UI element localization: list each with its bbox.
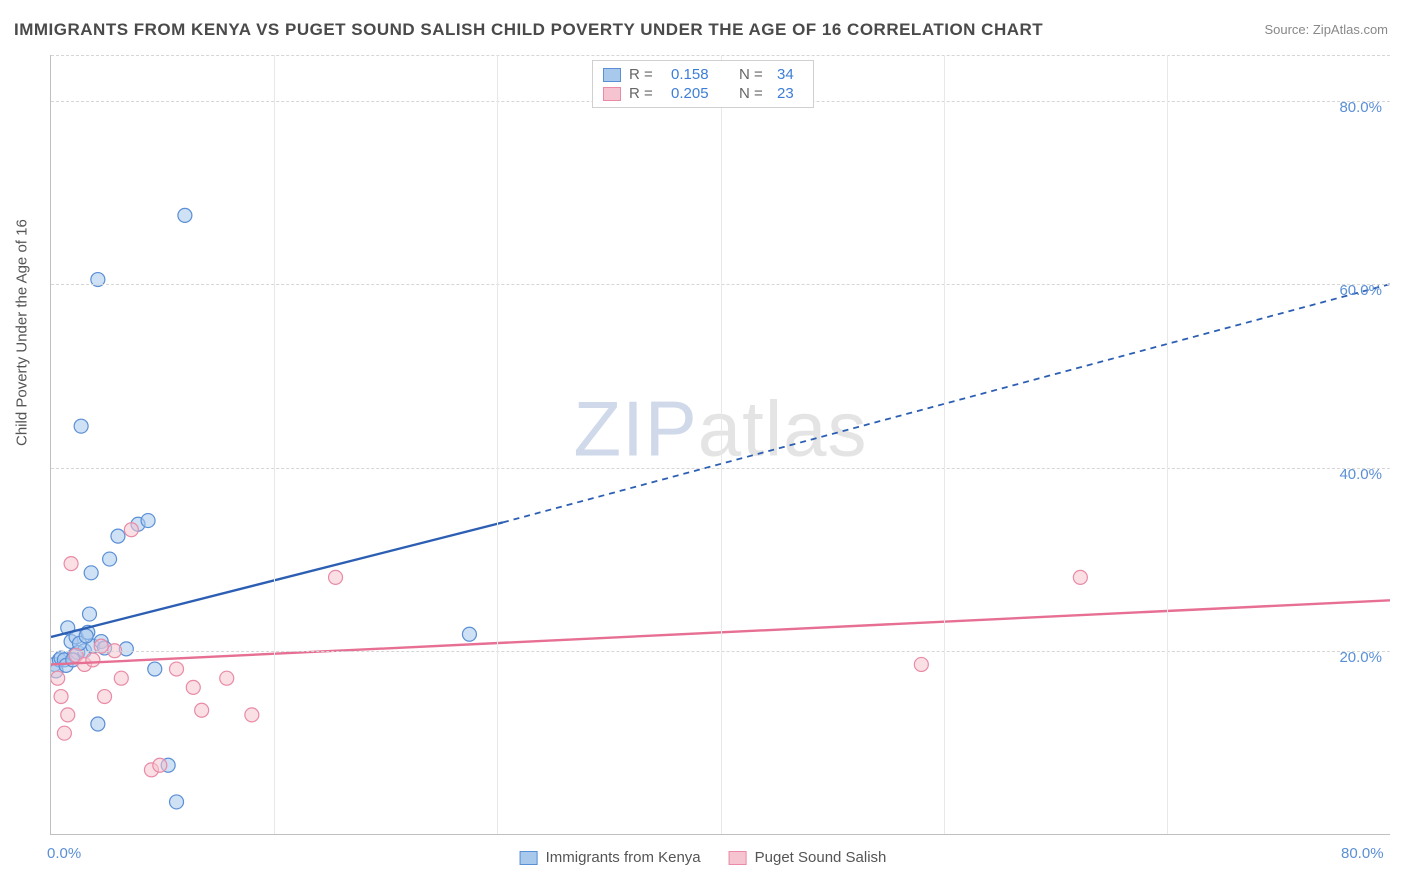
data-point [170,795,184,809]
data-point [195,703,209,717]
legend-label-series1: Immigrants from Kenya [546,849,701,866]
data-point [57,653,71,667]
legend-row-series2: R = 0.205 N = 23 [603,84,803,103]
data-point [66,653,80,667]
legend-row-series1: R = 0.158 N = 34 [603,65,803,84]
data-point [153,758,167,772]
data-point [103,552,117,566]
data-point [178,208,192,222]
gridline-vertical [274,55,275,834]
legend-item-series2: Puget Sound Salish [729,849,887,866]
data-point [98,690,112,704]
legend-series: Immigrants from Kenya Puget Sound Salish [520,849,887,866]
data-point [1073,570,1087,584]
y-axis-label: Child Poverty Under the Age of 16 [14,219,31,446]
data-point [72,636,86,650]
data-point [51,657,61,671]
data-point [161,758,175,772]
legend-correlation: R = 0.158 N = 34 R = 0.205 N = 23 [592,60,814,108]
data-point [71,646,85,660]
data-point [148,662,162,676]
data-point [83,607,97,621]
data-point [329,570,343,584]
chart-container: IMMIGRANTS FROM KENYA VS PUGET SOUND SAL… [0,0,1406,892]
trend-line-series1 [51,522,503,637]
data-point [61,621,75,635]
data-point [98,641,112,655]
data-point [141,514,155,528]
data-point [84,566,98,580]
x-tick-label: 0.0% [47,845,81,862]
gridline-vertical [721,55,722,834]
legend-label-series2: Puget Sound Salish [755,849,887,866]
data-point [54,651,68,665]
data-point [77,657,91,671]
legend-n-value-2: 23 [777,85,803,102]
legend-swatch-series1 [603,68,621,82]
x-tick-label: 80.0% [1341,845,1384,862]
data-point [462,627,476,641]
data-point [111,529,125,543]
source-label: Source: ZipAtlas.com [1264,22,1388,37]
data-point [81,625,95,639]
gridline-vertical [1167,55,1168,834]
legend-r-value-2: 0.205 [671,85,731,102]
legend-n-value-1: 34 [777,66,803,83]
legend-swatch-series1 [520,851,538,865]
legend-r-label: R = [629,66,663,83]
y-tick-label: 80.0% [1339,99,1382,116]
data-point [69,648,83,662]
gridline-vertical [944,55,945,834]
data-point [79,629,93,643]
data-point [54,690,68,704]
data-point [74,419,88,433]
trend-line-series1-extrapolated [503,284,1390,522]
legend-swatch-series2 [729,851,747,865]
plot-area: ZIPatlas 20.0%40.0%60.0%80.0%0.0%80.0% [50,55,1390,835]
watermark-zip: ZIP [573,384,697,472]
data-point [170,662,184,676]
data-point [131,517,145,531]
data-point [52,653,66,667]
legend-r-value-1: 0.158 [671,66,731,83]
data-point [914,657,928,671]
y-tick-label: 40.0% [1339,466,1382,483]
data-point [220,671,234,685]
watermark-atlas: atlas [698,384,868,472]
data-point [64,635,78,649]
gridline-vertical [497,55,498,834]
data-point [91,717,105,731]
y-tick-label: 20.0% [1339,649,1382,666]
data-point [51,671,65,685]
legend-n-label: N = [739,66,769,83]
data-point [61,708,75,722]
data-point [124,523,138,537]
legend-n-label: N = [739,85,769,102]
legend-r-label: R = [629,85,663,102]
y-tick-label: 60.0% [1339,282,1382,299]
data-point [67,648,81,662]
data-point [245,708,259,722]
data-point [57,726,71,740]
data-point [144,763,158,777]
data-point [59,658,73,672]
data-point [51,664,63,678]
data-point [86,653,100,667]
data-point [186,680,200,694]
legend-swatch-series2 [603,87,621,101]
data-point [94,635,108,649]
legend-item-series1: Immigrants from Kenya [520,849,701,866]
data-point [64,557,78,571]
data-point [114,671,128,685]
data-point [119,642,133,656]
data-point [69,630,83,644]
chart-title: IMMIGRANTS FROM KENYA VS PUGET SOUND SAL… [14,20,1043,40]
